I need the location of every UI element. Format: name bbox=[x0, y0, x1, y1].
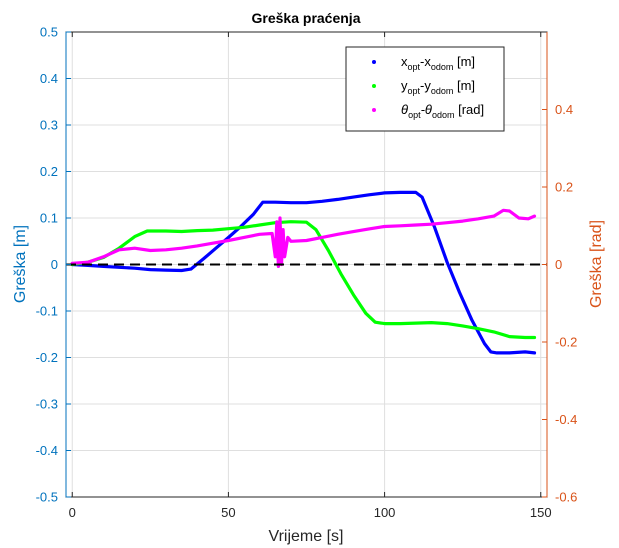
legend-marker bbox=[372, 108, 376, 112]
y-tick-label-right: 0.2 bbox=[555, 180, 573, 195]
y-tick-label-left: -0.5 bbox=[36, 490, 58, 505]
y-tick-label-right: 0 bbox=[555, 257, 562, 272]
y-tick-label-left: 0.4 bbox=[40, 71, 58, 86]
series-line-3 bbox=[70, 208, 537, 268]
y-tick-label-left: -0.1 bbox=[36, 304, 58, 319]
legend-entry: θopt-θodom [rad] bbox=[401, 102, 484, 120]
x-tick-label: 50 bbox=[221, 505, 235, 520]
series-line-1 bbox=[70, 190, 537, 355]
x-tick-label: 100 bbox=[374, 505, 396, 520]
y-tick-label-left: -0.4 bbox=[36, 443, 58, 458]
legend-marker bbox=[372, 84, 376, 88]
y-tick-label-left: -0.3 bbox=[36, 397, 58, 412]
y-axis-label-right: Greška [rad] bbox=[588, 220, 605, 308]
legend-entry: yopt-yodom [m] bbox=[401, 78, 475, 96]
x-axis-label: Vrijeme [s] bbox=[269, 528, 344, 545]
y-tick-label-left: 0.1 bbox=[40, 211, 58, 226]
ticks: 0 50 100 150 -0.5 -0.4 -0.3 -0.2 -0.1 0 0.1 0.2 0.3 0… bbox=[36, 25, 578, 521]
series-layer bbox=[70, 190, 537, 355]
y-tick-label-right: -0.2 bbox=[555, 335, 577, 350]
legend-marker bbox=[372, 60, 376, 64]
y-tick-label-left: 0 bbox=[51, 257, 58, 272]
legend: xopt-xodom [m] yopt-yodom [m] θopt-θodom [… bbox=[345, 46, 505, 132]
x-tick-label: 150 bbox=[530, 505, 552, 520]
chart-title: Greška praćenja bbox=[252, 10, 361, 26]
x-tick-label: 0 bbox=[69, 505, 76, 520]
y-tick-label-right: -0.4 bbox=[555, 412, 577, 427]
y-tick-label-left: 0.3 bbox=[40, 118, 58, 133]
series-line-2 bbox=[70, 220, 537, 340]
y-axis-label-left: Greška [m] bbox=[12, 225, 29, 303]
y-tick-label-left: 0.5 bbox=[40, 25, 58, 40]
y-tick-label-left: 0.2 bbox=[40, 164, 58, 179]
legend-entry: xopt-xodom [m] bbox=[401, 54, 475, 72]
y-tick-label-right: 0.4 bbox=[555, 102, 573, 117]
y-tick-label-left: -0.2 bbox=[36, 350, 58, 365]
y-tick-label-right: -0.6 bbox=[555, 490, 577, 505]
